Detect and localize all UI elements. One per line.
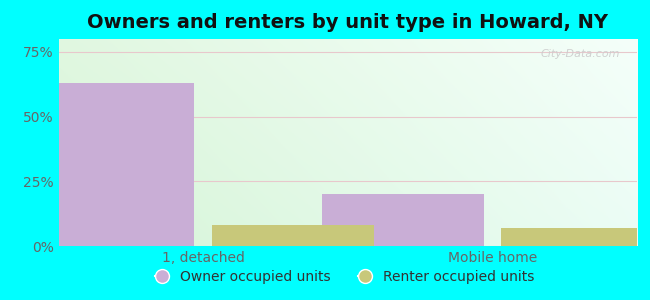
Bar [322, 194, 484, 246]
Bar [501, 228, 650, 246]
Legend: Owner occupied units, Renter occupied units: Owner occupied units, Renter occupied un… [149, 265, 540, 290]
Bar [32, 83, 194, 246]
Title: Owners and renters by unit type in Howard, NY: Owners and renters by unit type in Howar… [87, 13, 608, 32]
Text: City-Data.com: City-Data.com [540, 50, 619, 59]
Bar [212, 225, 374, 246]
